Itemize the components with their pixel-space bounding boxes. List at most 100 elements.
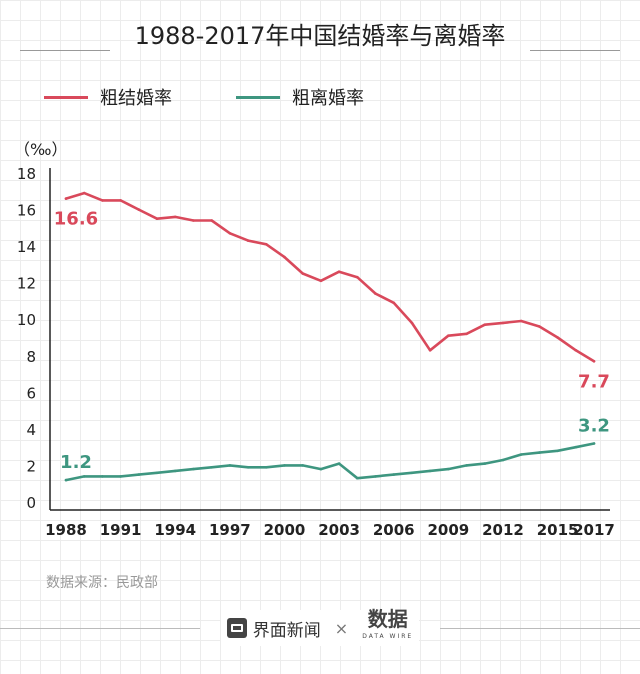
series-line-marriage — [64, 191, 596, 363]
data-point-marriage-1993 — [155, 217, 159, 220]
data-point-marriage-2007 — [410, 321, 414, 325]
data-point-divorce-2002 — [319, 467, 323, 471]
data-point-divorce-1991 — [119, 475, 122, 478]
data-point-marriage-2009 — [447, 334, 450, 338]
x-tick-label-1988: 1988 — [45, 521, 87, 539]
brand-name: 界面新闻 — [252, 620, 321, 641]
data-point-marriage-2015 — [556, 336, 559, 339]
data-source: 数据来源：民政部 — [46, 575, 158, 591]
data-point-divorce-2006 — [392, 473, 396, 476]
legend: 粗结婚率 粗离婚率 — [44, 82, 428, 112]
data-label-divorce-2017: 3.2 — [578, 416, 610, 437]
x-tick-label-1997: 1997 — [209, 521, 251, 539]
y-tick-label-10: 10 — [17, 311, 36, 329]
datawire-logo: 数据 DATA WIRE — [362, 607, 414, 646]
x-tick-label-2000: 2000 — [264, 521, 306, 539]
y-tick-label-18: 18 — [17, 165, 36, 183]
y-tick-label-2: 2 — [26, 457, 36, 475]
data-point-divorce-2012 — [501, 458, 505, 462]
chart-title: 1988-2017年中国结婚率与离婚率 — [134, 22, 506, 50]
footer-rule-right — [440, 628, 640, 629]
x-tick-label-2006: 2006 — [373, 521, 415, 539]
data-point-marriage-1994 — [173, 215, 177, 219]
y-tick-label-16: 16 — [17, 202, 36, 220]
y-tick-label-0: 0 — [26, 494, 36, 512]
data-point-marriage-1990 — [101, 199, 104, 202]
data-point-marriage-1988 — [64, 197, 68, 200]
footer: 界面新闻 × 数据 DATA WIRE — [0, 607, 640, 646]
data-point-marriage-1999 — [265, 243, 268, 246]
data-point-divorce-2010 — [465, 464, 468, 467]
data-point-divorce-2009 — [447, 467, 450, 471]
data-point-divorce-1990 — [101, 475, 104, 478]
data-point-marriage-1997 — [228, 232, 232, 235]
data-point-marriage-2011 — [483, 323, 487, 327]
legend-item-marriage: 粗结婚率 — [44, 84, 172, 110]
x-tick-label-2015: 2015 — [537, 521, 579, 539]
data-point-divorce-1989 — [82, 475, 86, 478]
y-tick-label-6: 6 — [26, 384, 36, 402]
data-point-marriage-2006 — [392, 301, 396, 305]
jiemian-logo-icon — [226, 618, 247, 638]
y-axis-unit: （‰） — [14, 140, 68, 159]
data-point-divorce-1996 — [210, 466, 213, 469]
data-point-divorce-2008 — [428, 469, 432, 473]
data-point-divorce-2014 — [538, 451, 541, 454]
data-point-divorce-2016 — [574, 445, 578, 449]
data-point-divorce-1994 — [173, 469, 177, 473]
y-tick-label-14: 14 — [17, 238, 36, 256]
footer-rule-left — [0, 628, 200, 629]
data-point-divorce-2011 — [483, 462, 487, 465]
data-point-divorce-2003 — [337, 462, 341, 465]
data-point-marriage-2014 — [538, 325, 541, 328]
datawire-logo-text: 数据 — [367, 607, 408, 631]
data-point-divorce-1992 — [137, 473, 141, 476]
x-tick-label-1991: 1991 — [100, 521, 142, 539]
y-tick-label-12: 12 — [17, 275, 36, 293]
y-tick-label-4: 4 — [26, 421, 36, 439]
x-tick-label-2009: 2009 — [427, 521, 469, 539]
data-point-marriage-2002 — [319, 279, 323, 283]
data-point-divorce-2015 — [556, 449, 559, 453]
data-point-divorce-2001 — [301, 464, 305, 467]
data-point-divorce-2017 — [592, 442, 596, 445]
legend-label-marriage: 粗结婚率 — [100, 88, 172, 109]
data-label-marriage-1988: 16.6 — [54, 209, 98, 230]
data-point-divorce-2007 — [410, 471, 414, 475]
footer-brand: 界面新闻 × 数据 DATA WIRE — [220, 607, 420, 646]
title-rule-left — [20, 50, 110, 51]
footer-separator: × — [334, 618, 349, 638]
legend-label-divorce: 粗离婚率 — [292, 88, 364, 109]
legend-item-divorce: 粗离婚率 — [236, 84, 364, 110]
data-point-marriage-2000 — [283, 255, 286, 259]
data-point-divorce-1993 — [155, 471, 159, 475]
data-point-marriage-2017 — [592, 360, 596, 363]
data-point-marriage-2016 — [574, 349, 578, 352]
data-point-divorce-1997 — [228, 464, 232, 467]
x-tick-label-2003: 2003 — [318, 521, 360, 539]
data-point-marriage-2010 — [465, 332, 468, 336]
data-point-marriage-1995 — [192, 219, 195, 222]
data-label-divorce-1988: 1.2 — [60, 452, 92, 473]
data-point-marriage-2001 — [301, 272, 305, 275]
title-rule-right — [530, 50, 620, 51]
data-point-marriage-1992 — [137, 208, 141, 211]
data-point-divorce-1988 — [64, 478, 68, 482]
y-tick-label-8: 8 — [26, 348, 36, 366]
legend-swatch-divorce — [236, 95, 280, 99]
data-point-marriage-2003 — [337, 270, 341, 274]
data-point-marriage-2008 — [428, 349, 432, 352]
data-point-divorce-1998 — [246, 466, 250, 469]
data-label-marriage-2017: 7.7 — [578, 371, 610, 392]
data-point-marriage-2005 — [374, 292, 377, 295]
x-tick-label-1994: 1994 — [154, 521, 196, 539]
datawire-logo-sub: DATA WIRE — [362, 633, 414, 640]
data-point-marriage-1998 — [246, 239, 250, 242]
legend-swatch-marriage — [44, 95, 88, 99]
data-point-marriage-1996 — [210, 219, 213, 222]
x-tick-label-2012: 2012 — [482, 521, 524, 539]
data-point-marriage-1991 — [119, 199, 122, 202]
data-point-marriage-2004 — [356, 275, 359, 279]
data-point-divorce-2000 — [283, 464, 286, 467]
